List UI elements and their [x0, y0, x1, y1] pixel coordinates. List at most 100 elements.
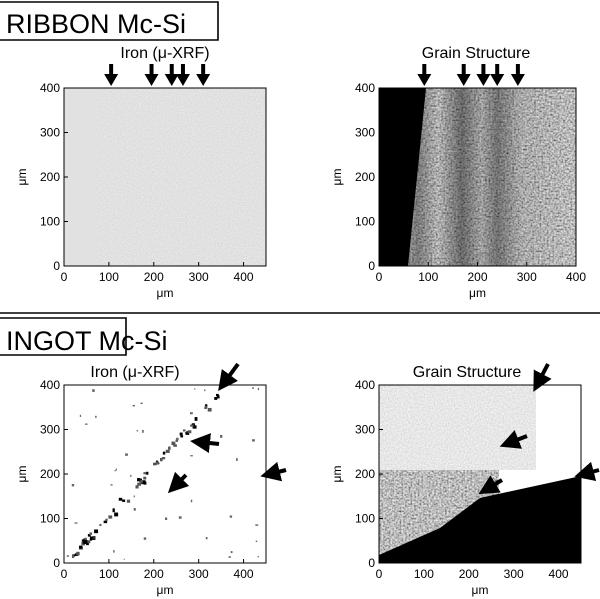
- iron-speck: [141, 481, 145, 485]
- y-axis-label: μm: [15, 169, 29, 186]
- iron-speck: [180, 435, 184, 438]
- iron-speck: [257, 387, 260, 391]
- iron-speck: [187, 430, 192, 434]
- iron-speck: [190, 455, 193, 457]
- arrow-icon: [499, 430, 528, 449]
- y-tick-label: 100: [355, 215, 375, 229]
- iron-speck: [165, 449, 170, 453]
- y-tick-label: 400: [40, 81, 60, 95]
- iron-speck: [79, 414, 82, 417]
- iron-speck: [161, 457, 166, 460]
- iron-speck: [160, 458, 163, 462]
- y-tick-label: 300: [355, 126, 375, 140]
- iron-speck: [182, 429, 186, 432]
- iron-speck: [84, 537, 87, 541]
- iron-speck: [82, 540, 86, 544]
- iron-speck: [168, 446, 171, 450]
- section-title: RIBBON Mc-Si: [6, 9, 186, 39]
- x-tick-label: 0: [376, 567, 383, 581]
- dark-grain: [379, 476, 581, 563]
- iron-speck: [189, 412, 193, 415]
- arrow-icon: [218, 362, 240, 392]
- iron-speck: [145, 471, 149, 475]
- iron-speck: [179, 432, 183, 436]
- x-tick-label: 200: [144, 270, 164, 284]
- iron-speck: [84, 423, 88, 425]
- x-axis-label: μm: [472, 583, 489, 597]
- x-tick-label: 100: [418, 270, 438, 284]
- arrow-icon: [533, 363, 552, 392]
- iron-speck: [143, 481, 147, 485]
- iron-speck: [66, 555, 69, 557]
- iron-speck: [140, 402, 143, 405]
- arrow-down-icon: [144, 64, 159, 86]
- iron-speck: [229, 515, 233, 518]
- section-ingot: INGOT Mc-Si: [0, 317, 168, 356]
- y-tick-label: 0: [53, 259, 60, 273]
- iron-speck: [143, 472, 147, 475]
- y-tick-label: 400: [355, 81, 375, 95]
- iron-speck: [99, 523, 102, 527]
- iron-speck: [132, 405, 136, 407]
- iron-speck: [92, 536, 95, 540]
- iron-speck: [71, 554, 74, 558]
- iron-speck: [115, 468, 117, 471]
- iron-speck: [89, 532, 93, 535]
- iron-speck: [133, 508, 136, 511]
- iron-speck: [122, 499, 126, 502]
- x-axis-label: μm: [469, 286, 486, 300]
- arrow-icon: [574, 461, 600, 482]
- y-tick-label: 300: [40, 126, 60, 140]
- arrow-markers: [417, 64, 525, 86]
- iron-speck: [192, 425, 197, 429]
- arrow-down-icon: [510, 64, 525, 86]
- iron-speck: [216, 395, 220, 399]
- arrow-down-icon: [476, 64, 491, 86]
- iron-speck: [71, 483, 75, 487]
- x-tick-label: 400: [234, 270, 254, 284]
- panel-title: Iron (μ-XRF): [120, 45, 209, 62]
- iron-speck: [137, 482, 142, 486]
- iron-speck: [204, 406, 207, 410]
- arrow-down-icon: [490, 64, 505, 86]
- iron-speck: [86, 540, 91, 544]
- panel-ingot-grain: Grain Structure 0 100 200 300 400 0 100 200 300 4…: [330, 363, 600, 597]
- y-tick-label: 300: [40, 423, 60, 437]
- y-tick-label: 200: [40, 170, 60, 184]
- arrow-down-icon: [456, 64, 471, 86]
- iron-speck: [125, 453, 128, 456]
- y-tick-label: 400: [40, 378, 60, 392]
- x-tick-label: 0: [376, 270, 383, 284]
- x-tick-label: 400: [234, 567, 254, 581]
- section-title-frame: [0, 317, 127, 356]
- iron-speck: [136, 430, 139, 432]
- y-tick-label: 0: [368, 259, 375, 273]
- axes: 0 100 200 300 400 0 100 200 300 400 μm μm: [15, 81, 254, 300]
- iron-speck: [204, 389, 206, 392]
- iron-speck: [137, 477, 140, 482]
- x-tick-label: 0: [61, 567, 68, 581]
- arrow-markers: [167, 362, 287, 494]
- iron-speck: [89, 536, 94, 540]
- grain-mid: [379, 470, 499, 555]
- iron-speck: [164, 517, 168, 521]
- y-tick-label: 0: [368, 556, 375, 570]
- arrow-down-icon: [104, 64, 119, 86]
- section-title-frame: [0, 1, 219, 41]
- iron-speck: [173, 444, 177, 447]
- iron-speck: [74, 522, 78, 524]
- iron-speck: [76, 551, 80, 556]
- x-tick-label: 300: [517, 270, 537, 284]
- panel-ribbon-iron: Iron (μ-XRF) 0 100 200 300 400 0 100 200 300 400 μ…: [15, 45, 267, 300]
- iron-speck: [205, 536, 208, 540]
- iron-speck: [112, 508, 115, 513]
- y-axis-label: μm: [330, 169, 344, 186]
- iron-speck: [113, 550, 115, 553]
- y-tick-label: 100: [40, 512, 60, 526]
- iron-speck: [143, 476, 147, 480]
- section-ribbon: RIBBON Mc-Si: [0, 1, 219, 41]
- panel-title: Grain Structure: [413, 364, 522, 381]
- iron-speck: [139, 478, 142, 482]
- iron-speck: [142, 480, 146, 483]
